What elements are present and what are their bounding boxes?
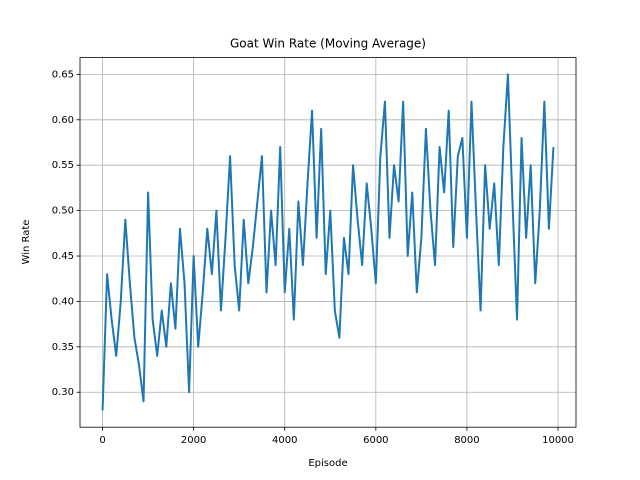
y-tick-label: 0.55 bbox=[52, 160, 74, 171]
x-tick-label: 4000 bbox=[272, 435, 297, 446]
chart-title: Goat Win Rate (Moving Average) bbox=[230, 37, 426, 51]
y-tick-label: 0.60 bbox=[52, 115, 74, 126]
y-tick-label: 0.40 bbox=[52, 296, 74, 307]
x-axis-label: Episode bbox=[308, 458, 347, 469]
x-tick-label: 6000 bbox=[363, 435, 388, 446]
y-tick-label: 0.45 bbox=[52, 251, 74, 262]
y-tick-label: 0.35 bbox=[52, 342, 74, 353]
y-tick-label: 0.30 bbox=[52, 387, 74, 398]
x-tick-label: 10000 bbox=[542, 435, 574, 446]
x-tick-label: 2000 bbox=[181, 435, 206, 446]
x-tick-label: 8000 bbox=[454, 435, 479, 446]
y-axis-label: Win Rate bbox=[21, 220, 32, 265]
y-tick-label: 0.65 bbox=[52, 69, 74, 80]
plot-frame bbox=[79, 57, 577, 428]
y-tick-label: 0.50 bbox=[52, 206, 74, 217]
line-series bbox=[101, 73, 555, 411]
x-tick-label: 0 bbox=[99, 435, 105, 446]
